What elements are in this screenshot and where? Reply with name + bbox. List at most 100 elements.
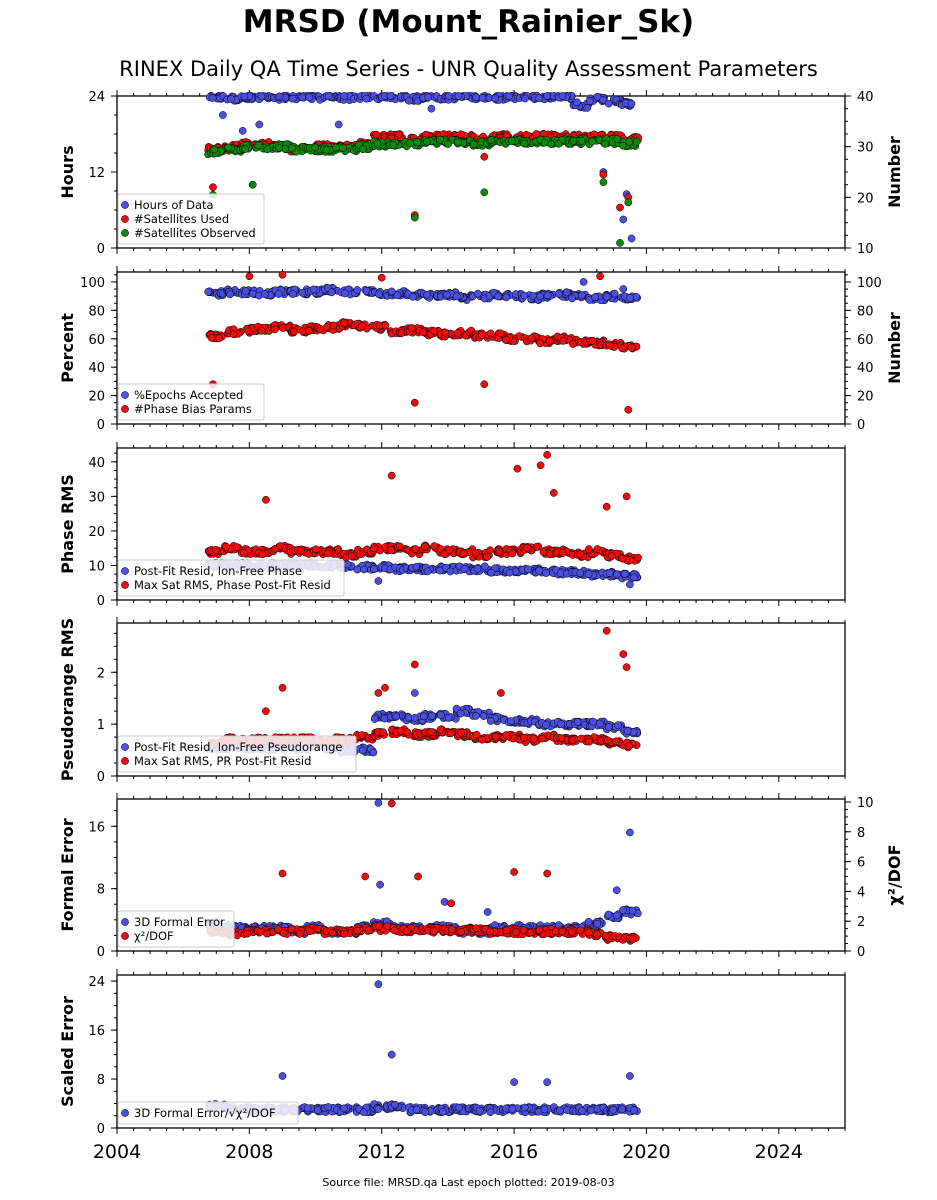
- data-point: [486, 927, 495, 936]
- data-point: [208, 94, 217, 102]
- data-point: [583, 104, 592, 112]
- y2-tick-label: 80: [857, 304, 874, 319]
- data-point: [616, 203, 624, 212]
- data-point: [535, 94, 543, 103]
- data-point: [573, 718, 582, 726]
- data-point: [610, 289, 619, 298]
- data-point: [545, 337, 554, 345]
- data-point: [329, 321, 338, 330]
- data-point: [520, 139, 529, 148]
- y-axis-label: Hours: [58, 145, 77, 198]
- data-point: [359, 145, 367, 153]
- data-point: [340, 319, 349, 327]
- y-tick-label: 16: [88, 1024, 105, 1039]
- data-point: [339, 144, 347, 152]
- data-point: [593, 919, 602, 928]
- data-point: [585, 545, 593, 553]
- y2-axis-label: Number: [885, 136, 904, 208]
- data-point: [473, 564, 482, 573]
- data-point: [374, 577, 383, 585]
- data-point: [624, 405, 633, 414]
- data-point: [360, 565, 368, 574]
- legend-label: #Phase Bias Params: [134, 402, 252, 416]
- data-point: [288, 94, 297, 103]
- data-point: [305, 93, 314, 102]
- panel-phase-rms: 0 10 20 30 40 Phase RMS Post-Fit Resid, Ion-Fr…: [58, 442, 846, 609]
- data-point: [238, 126, 247, 135]
- legend-label: Hours of Data: [134, 198, 214, 212]
- data-point: [257, 92, 266, 101]
- data-point: [423, 567, 432, 576]
- y-axis-label: Formal Error: [58, 818, 77, 931]
- data-point: [254, 141, 263, 150]
- legend-label: Post-Fit Resid, Ion-Free Phase: [134, 564, 302, 578]
- data-point: [380, 714, 389, 723]
- data-point: [604, 723, 613, 731]
- data-point: [279, 929, 288, 938]
- data-point: [420, 712, 428, 721]
- data-point: [298, 288, 307, 297]
- y2-tick-label: 2: [857, 915, 865, 930]
- data-point: [381, 321, 390, 330]
- data-point: [508, 549, 517, 558]
- data-point: [424, 93, 433, 102]
- data-point: [322, 145, 331, 154]
- data-point: [487, 568, 496, 577]
- series-blue: [205, 92, 636, 243]
- series-red: [207, 626, 641, 752]
- data-point: [486, 717, 495, 725]
- data-point: [584, 570, 593, 578]
- data-point: [486, 329, 495, 338]
- y-tick-label: 80: [88, 304, 105, 319]
- data-point: [523, 543, 531, 552]
- data-point: [340, 92, 348, 100]
- data-point: [419, 328, 427, 337]
- data-point: [358, 731, 366, 739]
- y-tick-label: 24: [88, 90, 105, 105]
- legend-label: Max Sat RMS, PR Post-Fit Resid: [134, 754, 311, 768]
- data-point: [410, 714, 419, 722]
- data-point: [520, 291, 529, 300]
- data-point: [274, 290, 283, 298]
- data-point: [543, 92, 551, 100]
- data-point: [395, 130, 403, 139]
- data-point: [562, 288, 571, 297]
- data-point: [557, 734, 566, 743]
- data-point: [527, 334, 536, 342]
- data-point: [375, 922, 383, 930]
- x-tick-label: 2008: [225, 1141, 273, 1163]
- data-point: [543, 291, 552, 300]
- data-point: [393, 291, 402, 299]
- data-point: [558, 927, 567, 936]
- series-red: [205, 270, 641, 414]
- data-point: [444, 140, 452, 148]
- data-point: [618, 344, 626, 353]
- data-point: [262, 707, 270, 716]
- data-point: [410, 398, 419, 407]
- data-point: [502, 926, 511, 935]
- data-point: [613, 135, 621, 143]
- data-point: [494, 292, 503, 301]
- y2-tick-label: 30: [857, 141, 874, 156]
- data-point: [275, 92, 284, 101]
- data-point: [387, 287, 396, 296]
- data-point: [623, 727, 632, 735]
- data-point: [324, 549, 332, 558]
- y-axis-label: Scaled Error: [58, 996, 77, 1107]
- data-point: [328, 928, 337, 937]
- y2-tick-label: 10: [857, 796, 874, 811]
- data-point: [472, 924, 481, 932]
- data-point: [616, 239, 624, 247]
- y-tick-label: 40: [88, 456, 105, 471]
- data-point: [620, 570, 629, 578]
- data-point: [260, 290, 269, 298]
- data-point: [558, 92, 567, 100]
- data-point: [304, 326, 313, 335]
- panel-pseudorange-rms: 0 1 2 Pseudorange RMS Post-Fit Resid, Ion-Fr…: [58, 617, 846, 785]
- data-point: [573, 98, 581, 107]
- y-tick-label: 8: [97, 883, 105, 898]
- y2-tick-label: 4: [857, 885, 865, 900]
- data-point: [472, 730, 481, 739]
- y-tick-label: 10: [88, 559, 105, 574]
- data-point: [551, 927, 560, 936]
